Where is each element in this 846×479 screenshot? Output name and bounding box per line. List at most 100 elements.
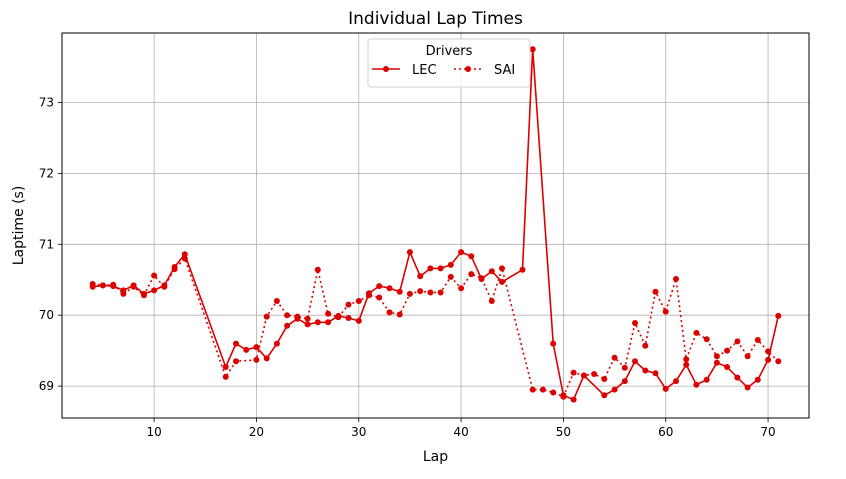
data-point-sai [529,386,536,393]
legend-entries: LEC SAI [372,63,515,78]
data-point-lec [601,392,608,399]
series-line-sai [92,257,779,398]
data-point-lec [345,315,352,321]
data-point-lec [314,319,321,326]
data-point-sai [580,372,587,379]
y-axis-ticks: 69 70 71 72 73 [39,95,62,393]
legend-label-sai: SAI [494,63,515,78]
data-point-sai [673,276,679,282]
plot-frame [61,32,810,419]
legend-marker-sai [465,66,471,72]
data-point-sai [314,266,321,273]
data-point-sai [335,314,342,321]
data-point-lec [642,367,649,374]
data-point-lec [488,268,495,275]
x-tick-label: 60 [658,425,673,439]
data-point-sai [765,348,772,355]
data-point-sai [89,281,96,287]
data-point-sai [222,373,229,380]
data-point-lec [734,374,741,381]
data-point-sai [744,353,751,360]
data-point-lec [386,285,393,292]
data-point-lec [437,265,444,272]
data-point-lec [693,381,700,388]
data-point-sai [284,312,291,319]
data-point-lec [396,288,403,295]
data-point-lec [550,340,557,347]
data-point-sai [273,298,280,304]
data-point-lec [263,355,270,362]
data-point-lec [376,283,383,290]
data-point-lec [632,358,638,365]
y-tick-label: 73 [39,95,54,109]
data-point-sai [662,308,669,315]
x-axis-label: Lap [423,449,448,465]
x-axis-ticks: 10 20 30 40 50 60 70 [146,418,776,439]
legend-title: Drivers [426,44,473,59]
x-tick-label: 10 [146,425,161,439]
data-point-sai [468,271,475,278]
data-point-sai [376,294,383,301]
data-point-lec [468,253,475,260]
y-tick-label: 69 [39,379,54,393]
data-point-sai [775,358,782,365]
data-point-lec [713,359,720,366]
data-point-sai [713,353,720,360]
data-point-sai [478,275,485,282]
data-point-sai [355,298,362,304]
data-point-sai [161,283,168,290]
data-point-lec [724,364,731,370]
data-point-sai [683,356,690,363]
data-point-sai [458,285,465,292]
data-point-lec [355,317,362,324]
data-point-sai [488,298,495,304]
data-point-sai [734,338,741,345]
chart-title: Individual Lap Times [348,9,523,29]
data-point-sai [263,313,270,320]
data-point-lec [519,266,526,273]
data-point-sai [99,282,106,289]
data-point-sai [539,386,546,393]
data-point-sai [611,354,618,361]
data-point-sai [294,313,301,320]
series-sai [89,255,782,400]
data-point-sai [304,315,311,322]
data-point-sai [130,283,137,290]
data-point-sai [550,389,557,396]
data-point-lec [765,356,772,363]
data-point-lec [417,273,424,280]
data-point-sai [754,337,761,343]
legend-box [367,38,531,88]
y-tick-label: 70 [39,308,54,322]
data-point-lec [775,312,782,319]
data-point-sai [601,376,608,382]
data-point-sai [642,342,649,349]
x-tick-label: 40 [453,425,468,439]
data-point-lec [673,378,679,385]
legend-label-lec: LEC [412,63,437,78]
data-point-sai [447,273,454,280]
data-point-lec [499,278,505,285]
data-point-lec [151,287,158,294]
legend: Drivers LEC SAI [367,38,531,88]
y-tick-label: 71 [39,237,54,251]
data-point-sai [406,290,413,297]
data-point-lec [427,265,434,272]
data-point-sai [366,292,372,299]
x-tick-label: 30 [351,425,366,439]
data-point-sai [120,290,127,297]
x-tick-label: 50 [556,425,571,439]
data-point-lec [325,319,332,326]
data-point-lec [652,370,659,377]
data-point-lec [611,386,618,393]
data-point-sai [693,329,700,336]
data-point-sai [427,289,434,296]
data-point-lec [233,340,239,347]
data-point-sai [233,358,239,365]
grid-lines [62,33,809,418]
data-point-lec [284,322,291,329]
data-point-lec [529,46,536,53]
data-point-lec [662,385,669,392]
data-point-sai [632,320,638,326]
